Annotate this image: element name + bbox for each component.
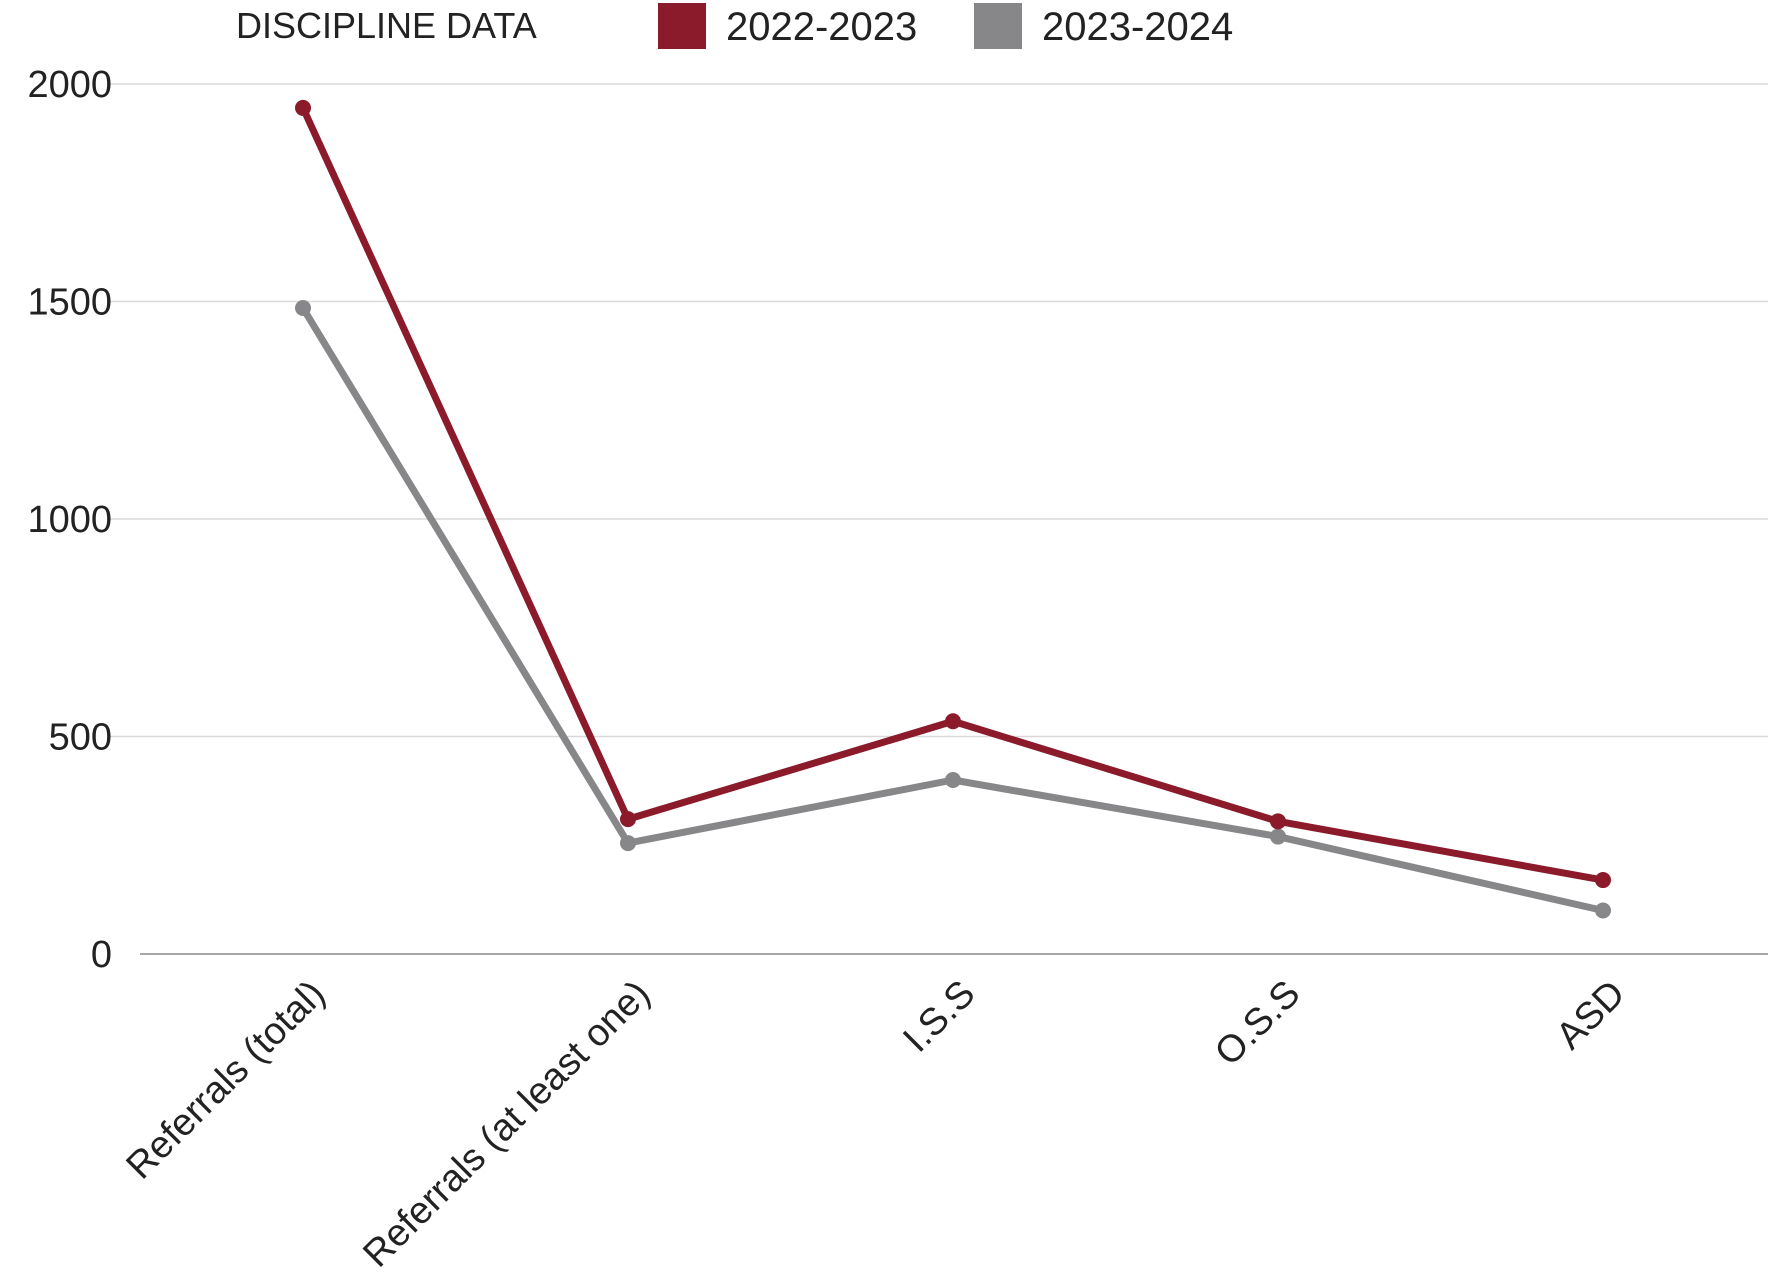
x-axis: Referrals (total) Referrals (at least one…: [119, 973, 1634, 1276]
y-axis: 0 500 1000 1500 2000: [27, 64, 112, 976]
y-tick-label: 2000: [27, 64, 112, 106]
data-point: [620, 811, 636, 828]
legend-swatch: [658, 3, 706, 49]
data-point: [945, 713, 961, 730]
x-tick-label: O.S.S: [1207, 973, 1308, 1074]
y-tick-label: 1000: [27, 499, 112, 541]
legend-label: 2022-2023: [726, 5, 917, 49]
series-line: [299, 104, 1607, 884]
data-point: [295, 300, 311, 317]
data-point: [1595, 872, 1611, 889]
y-tick-label: 1500: [27, 282, 112, 324]
data-point: [1270, 813, 1286, 830]
data-point: [945, 772, 961, 788]
x-tick-label: Referrals (at least one): [355, 973, 658, 1276]
series-line: [299, 304, 1607, 914]
data-point: [620, 835, 636, 852]
legend-label: 2023-2024: [1042, 5, 1233, 49]
x-tick-label: I.S.S: [895, 973, 983, 1061]
legend: DISCIPLINE DATA 2022-2023 2023-2024: [236, 3, 1233, 49]
y-tick-label: 0: [91, 934, 112, 976]
y-tick-label: 500: [49, 717, 112, 759]
legend-title: DISCIPLINE DATA: [236, 5, 537, 46]
x-tick-label: Referrals (total): [119, 973, 334, 1188]
x-tick-label: ASD: [1548, 973, 1633, 1058]
data-point: [1595, 902, 1611, 919]
gridlines: [110, 83, 1768, 955]
series-layer: [295, 99, 1611, 919]
data-point: [295, 99, 311, 116]
legend-swatch: [974, 3, 1022, 49]
data-point: [1270, 828, 1286, 845]
